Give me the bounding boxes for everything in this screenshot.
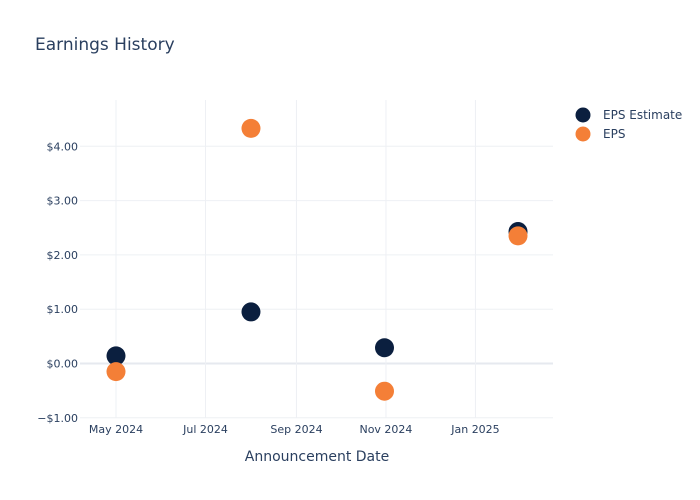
eps-estimate-point[interactable] — [106, 346, 126, 366]
eps-legend-marker[interactable] — [575, 126, 591, 142]
y-tick-label: −$1.00 — [37, 412, 78, 425]
x-tick-label: May 2024 — [89, 423, 143, 436]
eps-estimate-legend-label[interactable]: EPS Estimate — [603, 108, 682, 122]
x-tick-labels: May 2024 Jul 2024 Sep 2024 Nov 2024 Jan 2025 — [89, 423, 500, 436]
y-tick-label: $1.00 — [47, 303, 79, 316]
x-tick-label: Nov 2024 — [359, 423, 412, 436]
eps-estimate-point[interactable] — [375, 338, 394, 358]
y-tick-label: $0.00 — [47, 358, 79, 371]
x-axis-title: Announcement Date — [245, 449, 389, 465]
eps-estimate-point[interactable] — [241, 302, 261, 322]
eps-estimate-legend-marker[interactable] — [575, 107, 591, 123]
eps-legend-label[interactable]: EPS — [603, 127, 625, 141]
y-tick-labels: $4.00 $3.00 $2.00 $1.00 $0.00 −$1.00 — [37, 140, 79, 425]
eps-point[interactable] — [375, 381, 394, 401]
x-tick-label: Jul 2024 — [182, 423, 228, 436]
x-tick-label: Jan 2025 — [450, 423, 499, 436]
legend[interactable]: EPS Estimate EPS — [575, 107, 683, 142]
eps-point[interactable] — [508, 226, 528, 246]
x-tick-label: Sep 2024 — [270, 423, 322, 436]
chart-title: Earnings History — [35, 35, 175, 55]
eps-point[interactable] — [106, 362, 126, 382]
y-tick-label: $3.00 — [47, 195, 79, 208]
eps-point[interactable] — [241, 118, 261, 138]
grid — [80, 100, 553, 419]
data-points — [106, 118, 528, 401]
y-tick-label: $2.00 — [47, 249, 79, 262]
y-tick-label: $4.00 — [47, 140, 79, 153]
